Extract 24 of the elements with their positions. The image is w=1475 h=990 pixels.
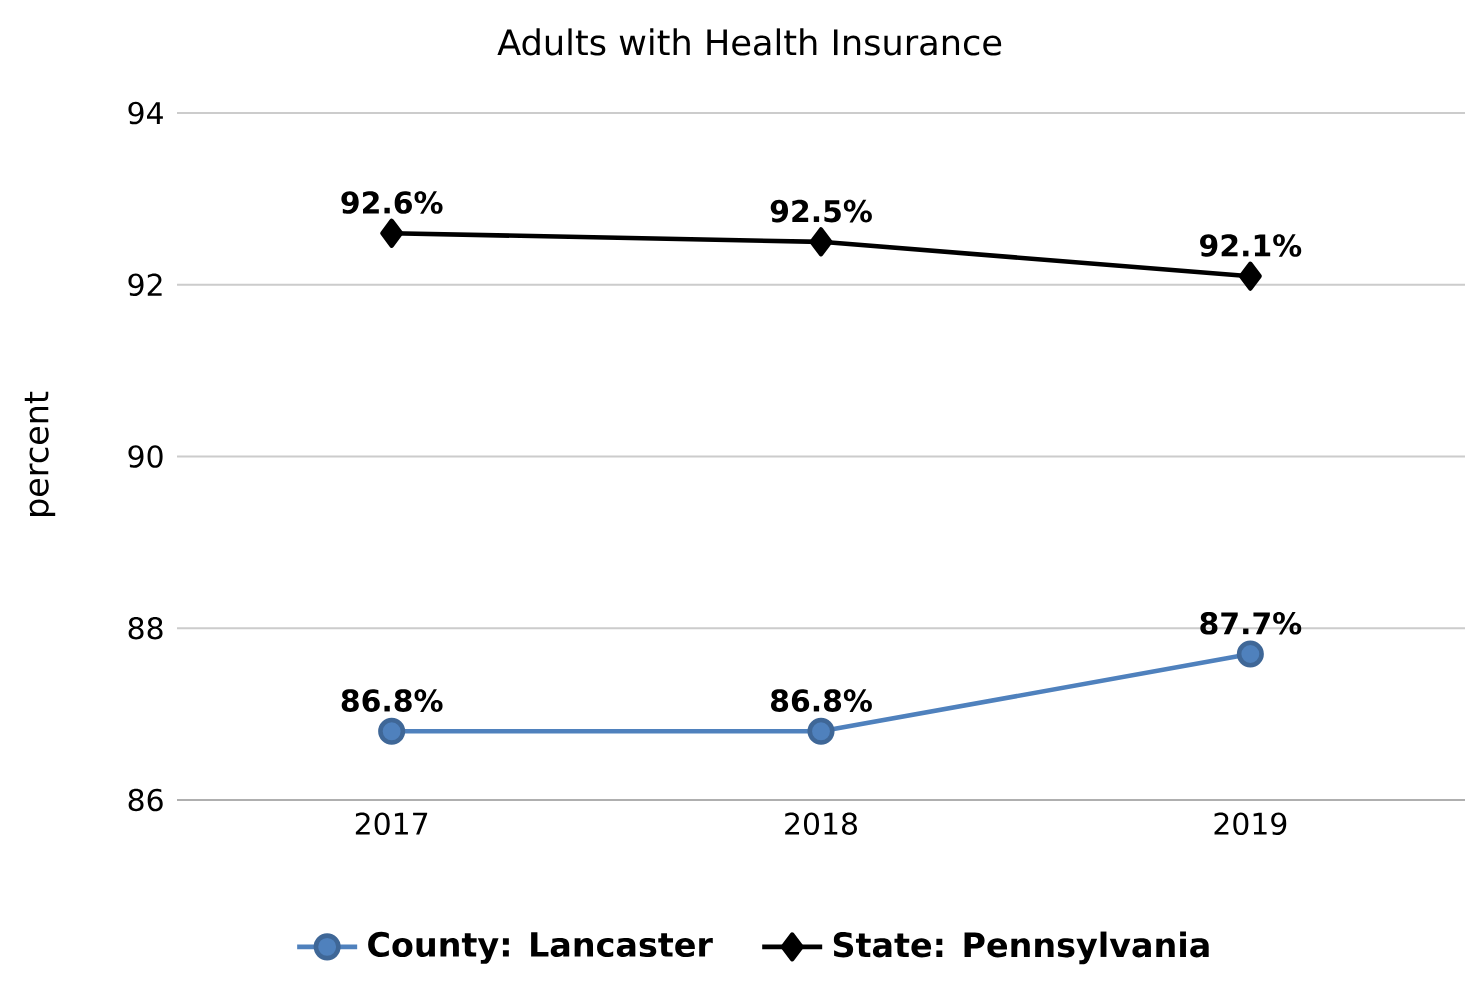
data-label: 87.7% <box>1200 611 1302 635</box>
y-axis-title: percent <box>24 391 56 516</box>
point <box>809 227 833 257</box>
y-tick-label: 90 <box>128 445 163 468</box>
point <box>380 218 404 248</box>
chart-title: Adults with Health Insurance <box>497 28 1002 56</box>
data-label: 86.8% <box>341 689 443 712</box>
y-tick-label: 86 <box>128 788 163 812</box>
y-tick-label: 88 <box>128 616 163 640</box>
x-tick-label: 2018 <box>785 812 857 836</box>
y-tick-label: 94 <box>128 101 163 125</box>
point <box>807 717 835 745</box>
data-label: 92.6% <box>341 191 443 214</box>
data-label: 92.5% <box>770 199 872 223</box>
point <box>1236 640 1264 668</box>
legend-label: County: Lancaster <box>368 931 713 964</box>
data-label: 92.1% <box>1200 234 1302 257</box>
point <box>1238 261 1262 291</box>
y-tick-label: 92 <box>128 273 162 297</box>
legend-label: State: Pennsylvania <box>833 931 1209 965</box>
data-label: 86.8% <box>771 689 872 712</box>
x-tick-label: 2017 <box>355 812 428 836</box>
x-tick-label: 2019 <box>1214 812 1287 836</box>
point <box>378 717 406 745</box>
